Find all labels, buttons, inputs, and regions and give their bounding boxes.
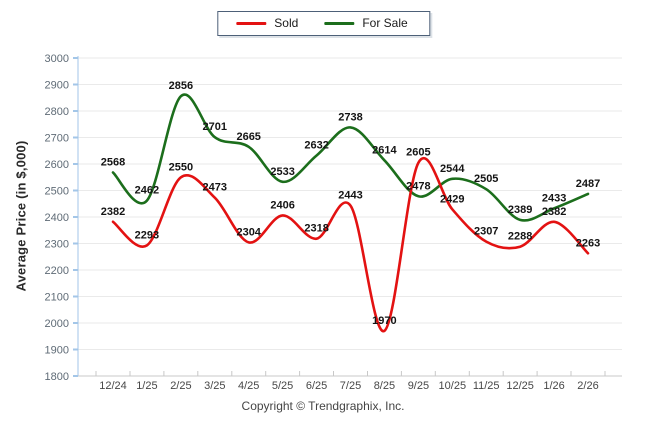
x-tick-label: 2/26 <box>577 380 598 392</box>
y-tick-label: 3000 <box>45 53 69 65</box>
data-label: 2263 <box>576 237 600 249</box>
for-sale-line-swatch <box>324 21 355 25</box>
data-label: 2304 <box>236 226 261 238</box>
y-tick-label: 2100 <box>45 292 69 304</box>
x-tick-label: 2/25 <box>170 380 191 392</box>
x-tick-label: 10/25 <box>439 380 467 392</box>
legend-item-sold: Sold <box>236 16 298 30</box>
y-tick-label: 2000 <box>45 318 69 330</box>
data-label: 2701 <box>203 121 227 133</box>
legend-label-sold: Sold <box>274 16 299 30</box>
data-label: 2856 <box>169 80 193 92</box>
data-label: 2487 <box>576 178 600 190</box>
data-label: 2473 <box>203 182 227 194</box>
data-label: 2544 <box>440 163 465 175</box>
data-label: 2288 <box>508 231 532 243</box>
data-label: 2738 <box>338 111 362 123</box>
y-tick-label: 2300 <box>45 239 69 251</box>
y-tick-label: 2900 <box>45 80 69 92</box>
data-label: 2462 <box>135 185 159 197</box>
data-label: 2550 <box>169 161 193 173</box>
data-label: 2568 <box>101 157 125 169</box>
x-tick-label: 9/25 <box>408 380 429 392</box>
x-tick-label: 1/25 <box>136 380 157 392</box>
x-tick-label: 7/25 <box>340 380 361 392</box>
data-label: 2632 <box>304 140 328 152</box>
x-tick-label: 4/25 <box>238 380 259 392</box>
data-label: 2505 <box>474 173 498 185</box>
x-tick-label: 1/26 <box>543 380 564 392</box>
y-tick-label: 1800 <box>45 371 69 383</box>
data-label: 2307 <box>474 226 498 238</box>
data-label: 2382 <box>542 206 566 218</box>
data-label: 1970 <box>372 315 396 327</box>
legend-label-for-sale: For Sale <box>362 16 408 30</box>
y-tick-label: 1900 <box>45 345 69 357</box>
data-label: 2605 <box>406 147 430 159</box>
x-tick-label: 5/25 <box>272 380 293 392</box>
data-label: 2382 <box>101 206 125 218</box>
data-label: 2665 <box>236 131 260 143</box>
y-tick-label: 2500 <box>45 186 69 198</box>
x-tick-label: 3/25 <box>204 380 225 392</box>
y-tick-label: 2400 <box>45 212 69 224</box>
x-tick-label: 8/25 <box>374 380 395 392</box>
chart-legend: Sold For Sale <box>217 11 431 36</box>
y-tick-label: 2700 <box>45 133 69 145</box>
series-line-for-sale <box>111 93 590 222</box>
data-label: 2533 <box>270 166 294 178</box>
x-tick-label: 12/25 <box>506 380 534 392</box>
data-label: 2614 <box>372 144 397 156</box>
sold-line-swatch <box>236 21 267 25</box>
y-tick-label: 2800 <box>45 106 69 118</box>
y-tick-label: 2600 <box>45 159 69 171</box>
legend-item-for-sale: For Sale <box>324 16 408 30</box>
data-label: 2443 <box>338 190 362 202</box>
data-label: 2406 <box>270 199 294 211</box>
y-axis-title: Average Price (in $,000) <box>13 140 29 292</box>
x-tick-label: 11/25 <box>473 380 500 392</box>
series-line-sold <box>111 157 590 333</box>
data-label: 2478 <box>406 180 430 192</box>
data-label: 2293 <box>135 229 159 241</box>
data-label: 2433 <box>542 192 566 204</box>
x-tick-label: 6/25 <box>306 380 327 392</box>
y-tick-label: 2200 <box>45 265 69 277</box>
x-tick-label: 12/24 <box>99 380 127 392</box>
copyright-text: Copyright © Trendgraphix, Inc. <box>241 399 405 413</box>
data-label: 2318 <box>304 223 328 235</box>
data-label: 2389 <box>508 204 532 216</box>
data-label: 2429 <box>440 193 464 205</box>
